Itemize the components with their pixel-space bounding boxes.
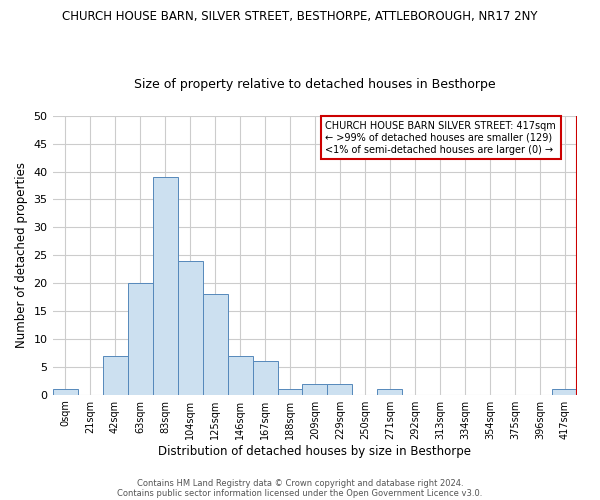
Bar	[178, 261, 203, 394]
Text: CHURCH HOUSE BARN, SILVER STREET, BESTHORPE, ATTLEBOROUGH, NR17 2NY: CHURCH HOUSE BARN, SILVER STREET, BESTHO…	[62, 10, 538, 23]
Bar	[227, 356, 253, 395]
X-axis label: Distribution of detached houses by size in Besthorpe: Distribution of detached houses by size …	[158, 444, 472, 458]
Title: Size of property relative to detached houses in Besthorpe: Size of property relative to detached ho…	[134, 78, 496, 91]
Text: CHURCH HOUSE BARN SILVER STREET: 417sqm
← >99% of detached houses are smaller (1: CHURCH HOUSE BARN SILVER STREET: 417sqm …	[325, 122, 556, 154]
Text: Contains public sector information licensed under the Open Government Licence v3: Contains public sector information licen…	[118, 488, 482, 498]
Bar	[203, 294, 227, 394]
Bar	[103, 356, 128, 395]
Bar	[152, 177, 178, 394]
Bar	[377, 389, 403, 394]
Bar	[128, 283, 152, 395]
Text: Contains HM Land Registry data © Crown copyright and database right 2024.: Contains HM Land Registry data © Crown c…	[137, 478, 463, 488]
Bar	[253, 361, 278, 394]
Bar	[302, 384, 328, 394]
Y-axis label: Number of detached properties: Number of detached properties	[15, 162, 28, 348]
Bar	[278, 389, 302, 394]
Bar	[553, 389, 577, 394]
Bar	[53, 389, 77, 394]
Bar	[328, 384, 352, 394]
